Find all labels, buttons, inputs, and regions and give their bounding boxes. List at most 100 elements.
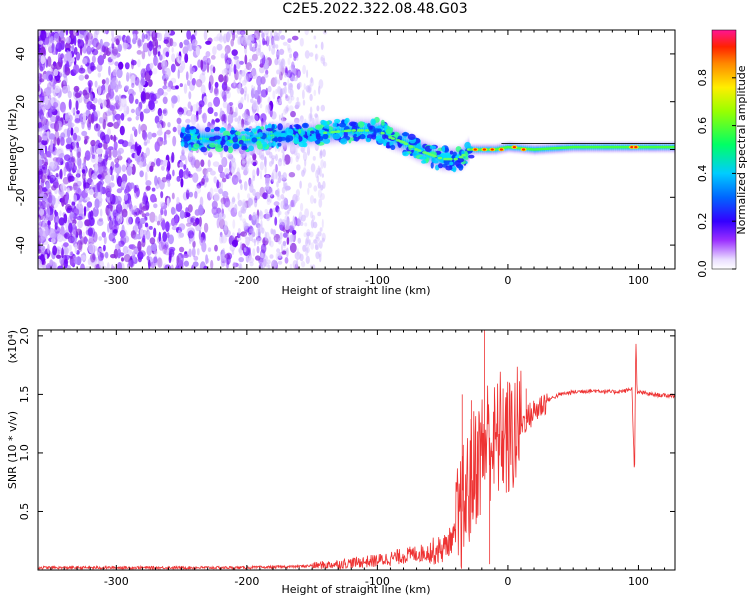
noise-speckle xyxy=(272,259,277,268)
noise-speckle xyxy=(266,199,271,205)
noise-speckle xyxy=(227,33,231,40)
noise-speckle xyxy=(72,141,77,147)
signal-core xyxy=(409,145,414,148)
noise-speckle xyxy=(39,215,45,220)
noise-speckle xyxy=(287,95,293,104)
signal-blob xyxy=(332,133,341,140)
noise-speckle xyxy=(305,255,310,264)
noise-speckle xyxy=(192,172,199,183)
noise-speckle xyxy=(113,102,120,110)
noise-speckle xyxy=(77,34,84,40)
noise-speckle xyxy=(277,260,283,265)
noise-speckle xyxy=(171,46,174,53)
noise-speckle xyxy=(284,85,287,95)
noise-speckle xyxy=(38,168,43,180)
noise-speckle xyxy=(91,111,98,122)
noise-speckle xyxy=(184,53,189,63)
noise-speckle xyxy=(44,254,48,260)
noise-speckle xyxy=(267,85,272,93)
noise-speckle xyxy=(148,259,151,269)
signal-blob xyxy=(224,135,228,141)
signal-blob xyxy=(383,142,387,147)
signal-blob xyxy=(416,145,421,149)
noise-speckle xyxy=(50,232,57,239)
noise-speckle xyxy=(72,182,78,191)
noise-speckle xyxy=(140,78,146,86)
noise-speckle xyxy=(269,194,275,199)
noise-speckle xyxy=(130,59,137,66)
noise-speckle xyxy=(218,164,224,174)
noise-speckle xyxy=(74,256,82,265)
noise-speckle xyxy=(84,150,91,161)
noise-speckle xyxy=(89,244,93,251)
signal-hotspot xyxy=(499,148,503,151)
noise-speckle xyxy=(108,149,112,158)
noise-speckle xyxy=(117,44,122,52)
signal-blob xyxy=(449,150,454,155)
noise-speckle xyxy=(101,84,106,91)
noise-speckle xyxy=(139,83,143,94)
noise-speckle xyxy=(218,74,224,83)
noise-speckle xyxy=(145,212,150,217)
noise-speckle xyxy=(259,209,262,217)
noise-speckle xyxy=(88,113,92,125)
noise-speckle xyxy=(172,135,177,147)
noise-speckle xyxy=(160,161,166,167)
noise-speckle xyxy=(94,80,98,88)
noise-speckle xyxy=(182,191,189,201)
noise-speckle xyxy=(277,208,281,218)
noise-speckle xyxy=(306,247,310,253)
noise-speckle xyxy=(248,72,253,79)
noise-speckle xyxy=(265,183,269,191)
noise-speckle xyxy=(45,226,49,237)
noise-speckle xyxy=(221,114,226,123)
signal-blob xyxy=(202,136,206,143)
noise-speckle xyxy=(284,106,289,114)
signal-blob xyxy=(267,123,272,129)
noise-speckle xyxy=(220,89,225,97)
noise-speckle xyxy=(320,41,324,50)
noise-speckle xyxy=(275,153,278,162)
noise-speckle xyxy=(74,46,78,55)
noise-speckle xyxy=(192,240,196,248)
noise-speckle xyxy=(110,254,116,259)
noise-speckle xyxy=(135,115,139,121)
noise-speckle xyxy=(231,105,234,111)
signal-blob xyxy=(295,124,300,130)
noise-speckle xyxy=(74,92,82,98)
noise-speckle xyxy=(170,264,174,269)
noise-speckle xyxy=(113,134,117,143)
noise-speckle xyxy=(251,231,256,237)
noise-speckle xyxy=(129,182,135,190)
noise-speckle xyxy=(193,255,199,261)
noise-speckle xyxy=(261,252,264,259)
noise-speckle xyxy=(282,41,288,46)
noise-speckle xyxy=(141,50,146,60)
noise-speckle xyxy=(161,176,168,183)
noise-speckle xyxy=(50,35,54,42)
noise-speckle xyxy=(130,74,136,86)
noise-speckle xyxy=(48,157,55,166)
noise-speckle xyxy=(162,109,167,114)
noise-speckle xyxy=(302,151,308,162)
noise-speckle xyxy=(52,245,57,256)
noise-speckle xyxy=(39,200,47,210)
noise-speckle xyxy=(281,87,285,95)
noise-speckle xyxy=(90,237,97,244)
noise-speckle xyxy=(116,155,123,161)
noise-speckle xyxy=(95,139,101,146)
noise-speckle xyxy=(264,231,267,241)
noise-speckle xyxy=(318,79,324,89)
noise-speckle xyxy=(106,262,110,269)
noise-speckle xyxy=(320,193,325,200)
signal-blob xyxy=(278,136,287,141)
noise-speckle xyxy=(254,199,258,208)
signal-blob xyxy=(315,125,321,129)
noise-speckle xyxy=(104,174,112,184)
noise-speckle xyxy=(264,209,268,214)
noise-speckle xyxy=(259,161,264,171)
noise-speckle xyxy=(96,63,103,73)
noise-speckle xyxy=(286,247,289,258)
noise-speckle xyxy=(113,141,118,151)
